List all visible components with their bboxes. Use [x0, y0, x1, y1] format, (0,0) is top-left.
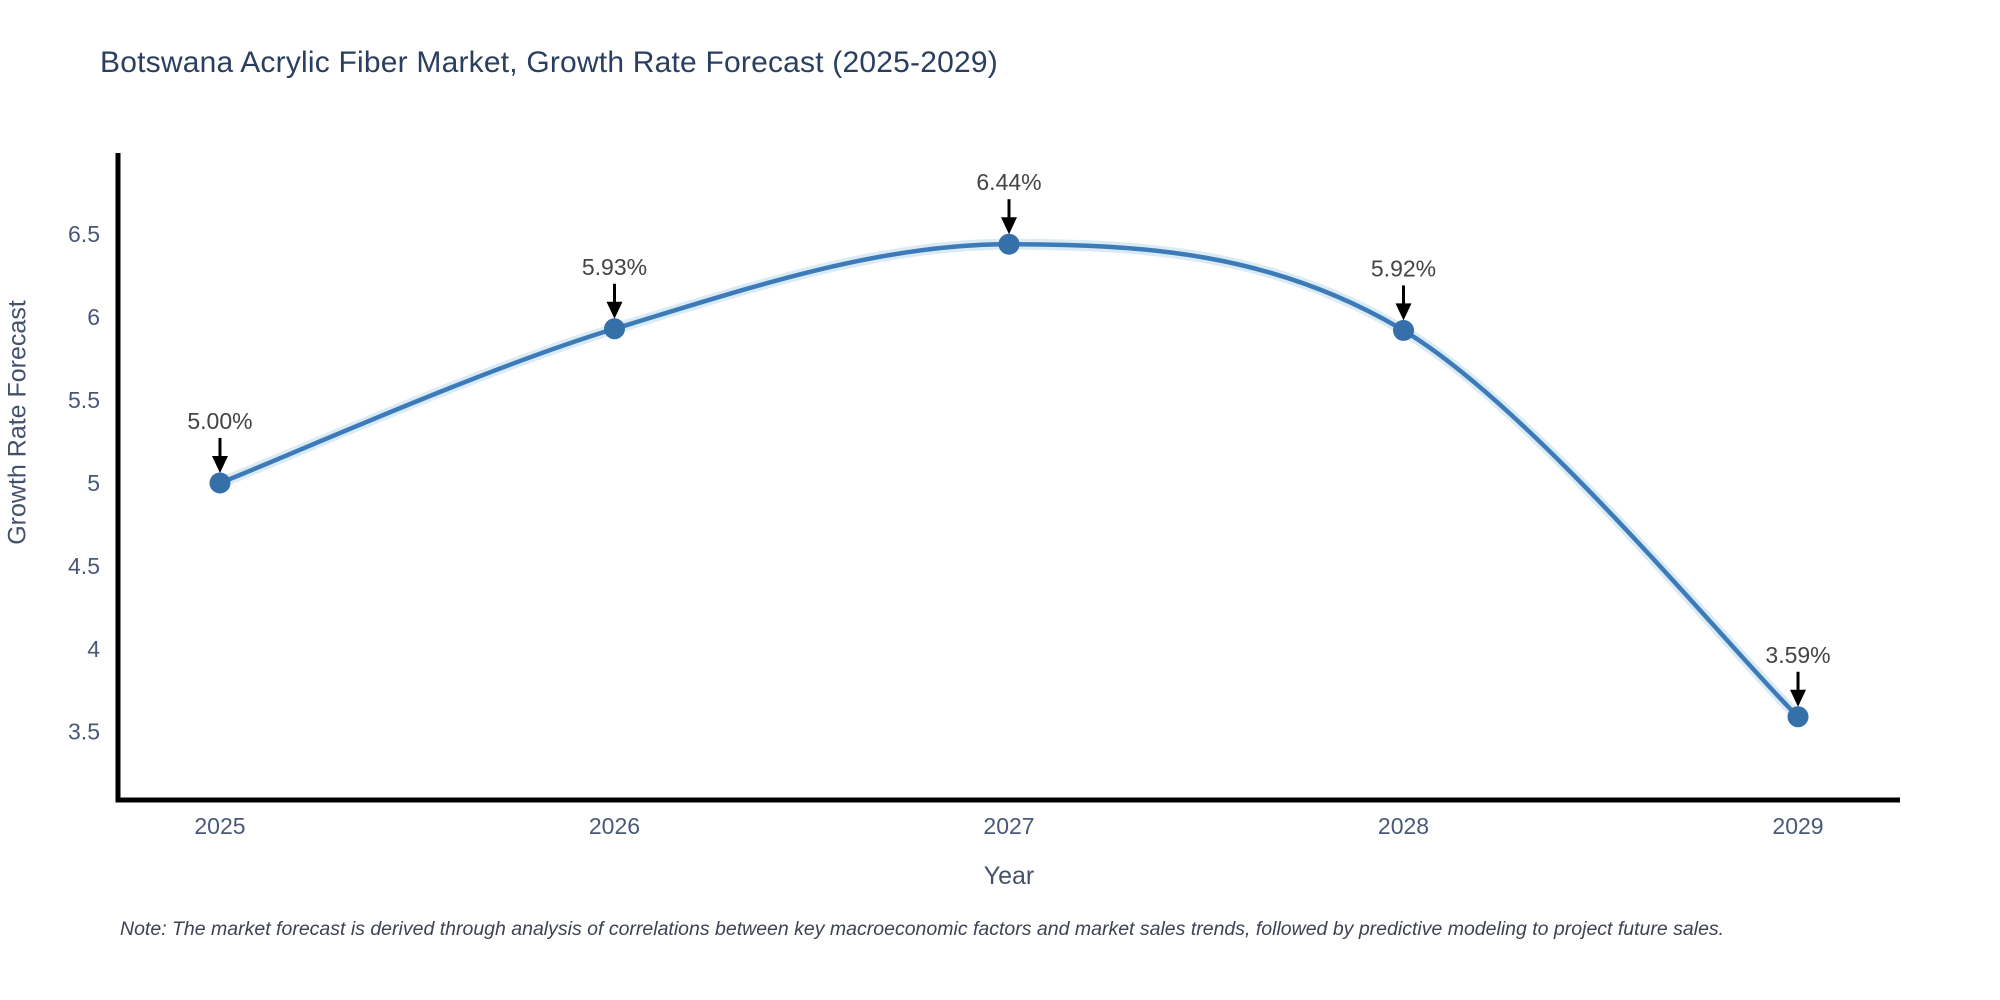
- chart-title: Botswana Acrylic Fiber Market, Growth Ra…: [100, 46, 998, 79]
- data-point-marker[interactable]: [1787, 706, 1809, 728]
- series-line-halo: [214, 238, 1804, 723]
- annotation-arrowhead-icon: [211, 455, 228, 473]
- y-tick-label: 4.5: [68, 553, 100, 579]
- annotation-arrowhead-icon: [1790, 689, 1807, 707]
- annotation-arrowhead-icon: [1001, 217, 1017, 235]
- y-axis-tick-labels: 3.5 4 4.5 5 5.5 6 6.5: [68, 221, 100, 744]
- x-axis-title: Year: [983, 862, 1035, 890]
- y-tick-label: 4: [87, 636, 100, 662]
- x-tick-label: 2029: [1772, 813, 1823, 839]
- y-tick-label: 6.5: [68, 221, 100, 247]
- data-point-marker[interactable]: [998, 233, 1020, 255]
- data-point-marker[interactable]: [603, 318, 625, 340]
- x-tick-label: 2025: [194, 813, 245, 839]
- x-tick-label: 2027: [983, 813, 1034, 839]
- y-tick-label: 5: [87, 470, 100, 496]
- series-line: [217, 241, 1801, 720]
- data-point-label: 5.00%: [187, 408, 252, 434]
- data-point-annotations: 5.00% 5.93% 6.44% 5.92% 3.59%: [187, 169, 1831, 707]
- y-tick-label: 6: [87, 304, 100, 330]
- data-point-label: 5.92%: [1371, 255, 1436, 281]
- y-tick-label: 5.5: [68, 387, 100, 413]
- data-point-label: 3.59%: [1765, 642, 1830, 668]
- annotation-arrowhead-icon: [1395, 303, 1412, 321]
- y-tick-label: 3.5: [68, 719, 100, 745]
- data-point-markers: [209, 233, 1809, 728]
- data-point-marker[interactable]: [209, 472, 231, 494]
- data-point-marker[interactable]: [1393, 319, 1415, 341]
- x-tick-label: 2026: [589, 813, 640, 839]
- chart-note: Note: The market forecast is derived thr…: [120, 918, 1725, 940]
- annotation-arrowhead-icon: [606, 301, 623, 319]
- x-tick-label: 2028: [1378, 813, 1429, 839]
- data-point-label: 5.93%: [582, 254, 647, 280]
- x-axis-tick-labels: 2025 2026 2027 2028 2029: [194, 813, 1823, 839]
- data-point-label: 6.44%: [976, 169, 1041, 195]
